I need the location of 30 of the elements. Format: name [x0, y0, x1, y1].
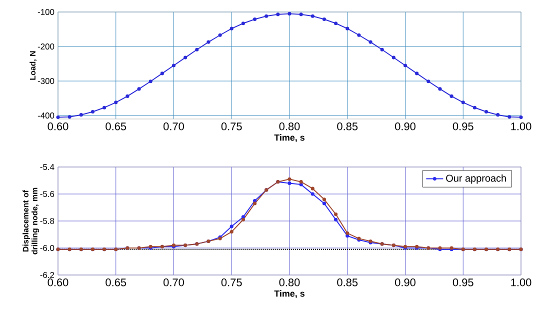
x-tick-label: 0.85	[337, 122, 358, 130]
x-axis-title: Time, s	[274, 290, 305, 298]
x-tick-label: 0.75	[221, 122, 242, 130]
x-tick-label: 0.95	[452, 122, 474, 130]
x-tick-label: 0.80	[279, 122, 300, 130]
x-tick-label: 0.75	[221, 278, 242, 286]
x-tick-label: 0.65	[106, 122, 126, 130]
y-tick-label: -300	[38, 78, 54, 84]
x-tick-label: 0.60	[48, 278, 68, 286]
y-tick-label: -5.4	[40, 164, 54, 170]
x-tick-label: 0.70	[164, 278, 184, 286]
y-tick-label: -5.6	[40, 191, 54, 197]
y-tick-label: -6.0	[40, 245, 54, 251]
x-tick-label: 0.90	[395, 278, 416, 286]
y-tick-label: -200	[38, 44, 54, 50]
legend-label: Our approach	[446, 174, 506, 184]
x-tick-label: 1.00	[511, 278, 532, 286]
x-tick-label: 0.65	[106, 278, 126, 286]
y-tick-label: -400	[38, 112, 54, 119]
x-tick-label: 0.80	[279, 278, 300, 286]
x-tick-label: 0.60	[48, 122, 68, 130]
x-tick-label: 0.85	[337, 278, 358, 286]
x-axis-title: Time, s	[274, 134, 305, 142]
x-tick-label: 0.95	[452, 278, 474, 286]
y-tick-label: -5.8	[40, 218, 54, 224]
x-tick-label: 0.70	[164, 122, 184, 130]
y-tick-label: -6.2	[40, 272, 54, 278]
x-tick-label: 0.90	[395, 122, 416, 130]
x-tick-label: 1.00	[511, 122, 532, 130]
y-tick-label: -100	[38, 9, 54, 15]
